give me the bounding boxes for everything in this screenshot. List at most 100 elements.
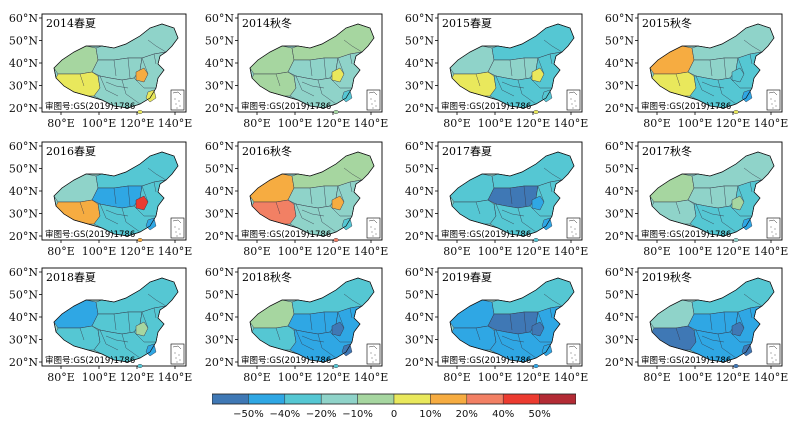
x-tick-label: 140°E bbox=[158, 117, 193, 130]
province-border bbox=[517, 207, 537, 233]
inset-island bbox=[370, 352, 372, 354]
province-border bbox=[743, 293, 763, 307]
province-border bbox=[133, 205, 156, 217]
china-map bbox=[449, 151, 575, 242]
province-border bbox=[549, 307, 553, 319]
province-border bbox=[309, 59, 313, 77]
y-tick-label: 60°N bbox=[405, 12, 434, 25]
province-border bbox=[317, 207, 337, 233]
province-border bbox=[153, 181, 157, 193]
south-sea-inset bbox=[766, 89, 781, 111]
x-tick-label: 80°E bbox=[243, 371, 271, 384]
y-tick-label: 50°N bbox=[205, 289, 234, 302]
province-border bbox=[695, 329, 715, 351]
province-border bbox=[695, 75, 715, 97]
province-border bbox=[743, 39, 763, 53]
china-border bbox=[649, 151, 775, 237]
province-border bbox=[329, 205, 352, 217]
x-tick-label: 120°E bbox=[716, 245, 751, 258]
province-border bbox=[329, 77, 352, 89]
panel-title: 2015春夏 bbox=[442, 17, 492, 30]
y-tick-label: 20°N bbox=[405, 356, 434, 369]
y-tick-label: 60°N bbox=[405, 140, 434, 153]
map-panel: 60°N 50°N 40°N 30°N 20°N 80°E 100°E 120°E 140°E 2… bbox=[396, 262, 592, 388]
province-border bbox=[549, 181, 553, 193]
south-sea-inset bbox=[170, 217, 185, 239]
region-spot1 bbox=[135, 67, 149, 83]
province-border bbox=[549, 53, 553, 65]
province-border bbox=[309, 187, 313, 205]
hainan-island bbox=[733, 237, 739, 242]
province-border bbox=[529, 77, 552, 89]
y-tick-label: 30°N bbox=[9, 80, 38, 93]
province-border bbox=[99, 203, 119, 225]
south-sea-inset bbox=[366, 217, 381, 239]
legend-tick-label: 0 bbox=[391, 409, 397, 420]
province-border bbox=[349, 307, 353, 319]
province-border bbox=[737, 311, 745, 329]
hainan-island bbox=[333, 109, 339, 114]
china-border bbox=[249, 151, 375, 237]
inset-island bbox=[570, 226, 572, 228]
hainan-island bbox=[333, 363, 339, 368]
y-tick-label: 60°N bbox=[9, 12, 38, 25]
map-svg: 60°N 50°N 40°N 30°N 20°N 80°E 100°E 120°E 140°E 2… bbox=[605, 140, 788, 258]
province-border bbox=[349, 181, 353, 193]
x-tick-label: 80°E bbox=[47, 371, 75, 384]
province-border bbox=[475, 327, 481, 341]
y-tick-label: 40°N bbox=[605, 57, 634, 70]
x-tick-label: 100°E bbox=[678, 371, 713, 384]
province-border bbox=[127, 57, 131, 79]
x-tick-label: 100°E bbox=[478, 371, 513, 384]
hainan-island bbox=[733, 363, 739, 368]
y-tick-label: 20°N bbox=[205, 230, 234, 243]
south-sea-inset bbox=[566, 89, 581, 111]
map-svg: 60°N 50°N 40°N 30°N 20°N 80°E 100°E 120°E 140°E 2… bbox=[205, 140, 388, 258]
inset-island bbox=[770, 352, 772, 354]
y-tick-label: 30°N bbox=[405, 208, 434, 221]
province-border bbox=[113, 59, 117, 77]
china-border bbox=[649, 277, 775, 363]
inset-island bbox=[371, 103, 373, 105]
y-tick-label: 60°N bbox=[205, 12, 234, 25]
map-svg: 60°N 50°N 40°N 30°N 20°N 80°E 100°E 120°E 140°E 2… bbox=[9, 140, 192, 258]
inset-island bbox=[370, 98, 372, 100]
province-border bbox=[501, 209, 525, 217]
panel-title: 2017秋冬 bbox=[642, 144, 692, 158]
y-tick-label: 40°N bbox=[9, 311, 38, 324]
inset-island bbox=[179, 105, 181, 107]
province-border bbox=[337, 57, 345, 75]
inset-coast bbox=[568, 219, 578, 224]
y-tick-label: 20°N bbox=[9, 230, 38, 243]
china-border bbox=[449, 277, 575, 363]
province-border bbox=[509, 313, 513, 331]
y-tick-label: 30°N bbox=[205, 80, 234, 93]
y-tick-label: 50°N bbox=[9, 35, 38, 48]
x-tick-label: 100°E bbox=[278, 117, 313, 130]
inset-island bbox=[178, 228, 180, 230]
y-tick-label: 20°N bbox=[205, 356, 234, 369]
province-border bbox=[301, 335, 325, 343]
y-tick-label: 20°N bbox=[605, 356, 634, 369]
inset-island bbox=[772, 361, 774, 363]
province-border bbox=[153, 53, 157, 65]
inset-island bbox=[575, 105, 577, 107]
province-border bbox=[495, 75, 515, 97]
x-tick-label: 100°E bbox=[278, 245, 313, 258]
province-border bbox=[79, 327, 85, 341]
region-spot1 bbox=[135, 321, 149, 337]
panel-title: 2014秋冬 bbox=[242, 16, 292, 30]
map-svg: 60°N 50°N 40°N 30°N 20°N 80°E 100°E 120°E 140°E 2… bbox=[405, 12, 588, 130]
y-tick-label: 20°N bbox=[9, 356, 38, 369]
map-panel: 60°N 50°N 40°N 30°N 20°N 80°E 100°E 120°E 140°E 2… bbox=[196, 8, 392, 134]
y-tick-label: 40°N bbox=[405, 311, 434, 324]
inset-island bbox=[775, 233, 777, 235]
province-border bbox=[543, 39, 563, 53]
inset-island bbox=[178, 100, 180, 102]
x-tick-label: 100°E bbox=[678, 117, 713, 130]
province-border bbox=[141, 57, 149, 75]
legend-tick-label: −40% bbox=[269, 409, 300, 420]
province-border bbox=[153, 307, 157, 319]
x-tick-label: 80°E bbox=[443, 245, 471, 258]
hainan-island bbox=[533, 237, 539, 242]
